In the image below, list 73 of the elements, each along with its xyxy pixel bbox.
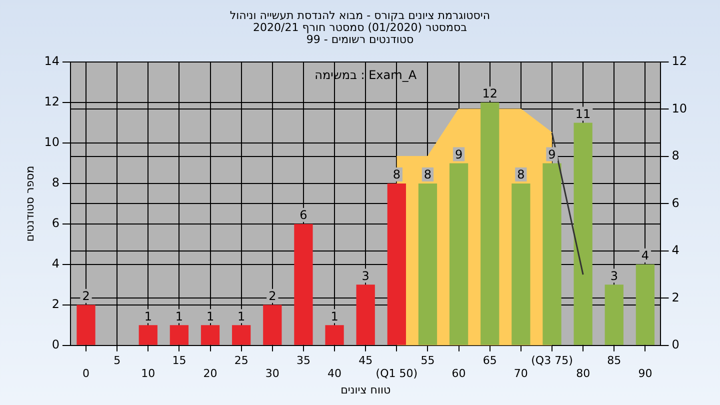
x-tick-label: 15 <box>172 354 186 367</box>
y-tick-label: 6 <box>52 216 60 230</box>
x-tick-label: (Q1 50) <box>376 367 418 380</box>
x-tick-label: 20 <box>203 367 218 380</box>
x-tick-label: 25 <box>234 354 248 367</box>
x-tick-label: 35 <box>296 354 310 367</box>
bar <box>512 183 530 345</box>
bar <box>449 163 468 345</box>
data-label: 11 <box>575 106 591 121</box>
bar <box>232 325 251 345</box>
bar <box>325 325 344 345</box>
bar <box>418 183 438 345</box>
bar <box>76 304 96 345</box>
data-label: 9 <box>454 147 463 162</box>
data-label: 8 <box>424 168 432 182</box>
y2-tick-label: 4 <box>672 243 680 258</box>
x-axis-title: טווח ציונים <box>340 383 391 396</box>
data-label: 6 <box>300 208 308 222</box>
x-tick-label: 5 <box>114 354 121 367</box>
data-label: 3 <box>362 268 370 283</box>
y-tick-label: 4 <box>52 256 60 271</box>
bar <box>574 122 592 345</box>
data-label: 2 <box>82 289 90 304</box>
y-tick-label: 14 <box>44 54 60 68</box>
bar <box>387 183 406 345</box>
y2-tick-label: 12 <box>672 54 688 68</box>
x-tick-label: 45 <box>358 354 373 367</box>
data-label: 12 <box>482 86 498 101</box>
x-tick-label: 0 <box>82 367 90 380</box>
bar <box>542 163 562 345</box>
data-label: 1 <box>175 309 184 324</box>
x-tick-label: 80 <box>576 367 590 380</box>
y-axis-title: מספר סטודנטים <box>23 166 36 242</box>
bar <box>170 325 189 345</box>
y2-tick-label: 8 <box>672 148 680 163</box>
bar <box>356 284 375 345</box>
data-label: 3 <box>610 268 618 283</box>
data-label: 2 <box>268 289 276 304</box>
y2-tick-label: 10 <box>672 101 688 116</box>
x-tick-label: 30 <box>265 367 280 380</box>
y-tick-label: 10 <box>44 135 60 150</box>
x-tick-label: (Q3 75) <box>531 354 573 367</box>
y2-tick-label: 6 <box>672 196 680 210</box>
y2-tick-label: 0 <box>672 338 680 352</box>
bar <box>480 102 500 345</box>
y-tick-label: 8 <box>52 176 60 190</box>
bar <box>604 284 624 345</box>
x-tick-label: 65 <box>482 354 497 367</box>
data-label: 9 <box>548 147 556 162</box>
x-tick-label: 55 <box>420 354 435 367</box>
data-label: 1 <box>206 309 214 324</box>
bar <box>263 304 282 345</box>
x-tick-label: 85 <box>607 354 622 367</box>
bar <box>200 325 220 345</box>
y2-tick-label: 2 <box>672 290 680 304</box>
x-tick-label: 40 <box>328 367 342 380</box>
data-label: 1 <box>238 309 246 324</box>
bar <box>636 264 655 345</box>
x-tick-label: 10 <box>141 367 156 380</box>
y-tick-label: 12 <box>44 94 60 109</box>
y-tick-label: 2 <box>52 297 60 312</box>
bar <box>138 325 158 345</box>
data-label: 4 <box>641 248 650 263</box>
x-tick-label: 60 <box>452 367 466 380</box>
y-tick-label: 0 <box>52 338 60 352</box>
data-label: 8 <box>517 168 525 182</box>
data-label: 1 <box>330 309 338 324</box>
chart-title: היסטוגרמת ציונים בקורס - מבוא להנדסת תעשייה וניהול בסמסטר (01/2020) סמסטר חורף 2020/21 סטודנטים רשומים - 99 <box>228 9 492 46</box>
x-tick-label: 90 <box>638 367 652 380</box>
x-tick-label: 70 <box>514 367 528 380</box>
bar <box>294 224 313 345</box>
data-label: 1 <box>144 309 152 324</box>
data-label: 8 <box>392 168 400 182</box>
